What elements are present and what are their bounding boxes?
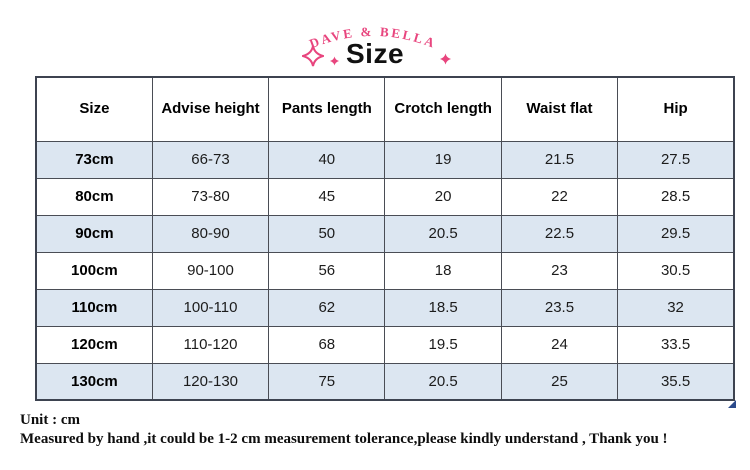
table-row: 100cm 90-100 56 18 23 30.5: [35, 251, 735, 290]
size-table: Size Advise height Pants length Crotch leng…: [35, 76, 735, 401]
size-cell: 80cm: [35, 177, 153, 216]
unit-line: Unit : cm: [20, 412, 80, 428]
value-cell: 68: [268, 325, 386, 364]
value-cell: 110-120: [151, 325, 270, 364]
value-cell: 33.5: [617, 325, 735, 364]
value-cell: 18.5: [384, 288, 502, 327]
value-cell: 25: [500, 362, 619, 401]
column-header: Advise height: [151, 76, 270, 142]
table-row: 73cm 66-73 40 19 21.5 27.5: [35, 140, 735, 179]
value-cell: 32: [617, 288, 735, 327]
value-cell: 40: [268, 140, 386, 179]
column-header: Pants length: [268, 76, 386, 142]
value-cell: 29.5: [617, 214, 735, 253]
value-cell: 24: [500, 325, 619, 364]
value-cell: 18: [384, 251, 502, 290]
value-cell: 100-110: [151, 288, 270, 327]
table-row: 120cm 110-120 68 19.5 24 33.5: [35, 325, 735, 364]
value-cell: 75: [268, 362, 386, 401]
size-table-body: 73cm 66-73 40 19 21.5 27.5 80cm 73-80 45 20 22 28.5…: [35, 140, 735, 401]
page-title: Size: [345, 38, 405, 69]
column-header: Hip: [617, 76, 735, 142]
column-header: Crotch length: [384, 76, 502, 142]
value-cell: 23.5: [500, 288, 619, 327]
sparkle-small-left-icon: [330, 56, 339, 66]
table-row: 90cm 80-90 50 20.5 22.5 29.5: [35, 214, 735, 253]
value-cell: 20: [384, 177, 502, 216]
column-header: Size: [35, 76, 153, 142]
size-table-head: Size Advise height Pants length Crotch leng…: [35, 76, 735, 142]
value-cell: 45: [268, 177, 386, 216]
brand-arc-text: DAVE & BELLA: [307, 24, 436, 51]
value-cell: 50: [268, 214, 386, 253]
value-cell: 22: [500, 177, 619, 216]
size-cell: 73cm: [35, 140, 153, 179]
size-cell: 100cm: [35, 251, 153, 290]
table-row: 110cm 100-110 62 18.5 23.5 32: [35, 288, 735, 327]
value-cell: 20.5: [384, 214, 502, 253]
value-cell: 19: [384, 140, 502, 179]
sparkle-small-right-icon: [440, 53, 451, 65]
value-cell: 120-130: [151, 362, 270, 401]
value-cell: 80-90: [151, 214, 270, 253]
value-cell: 66-73: [151, 140, 270, 179]
footer-note: Unit : cm Measured by hand ,it could be …: [20, 411, 746, 449]
value-cell: 22.5: [500, 214, 619, 253]
tolerance-line: Measured by hand ,it could be 1-2 cm mea…: [20, 431, 668, 447]
sparkle-outline-icon: [302, 45, 324, 67]
value-cell: 28.5: [617, 177, 735, 216]
value-cell: 23: [500, 251, 619, 290]
table-row: 130cm 120-130 75 20.5 25 35.5: [35, 362, 735, 401]
value-cell: 21.5: [500, 140, 619, 179]
size-cell: 120cm: [35, 325, 153, 364]
size-cell: 90cm: [35, 214, 153, 253]
value-cell: 30.5: [617, 251, 735, 290]
value-cell: 62: [268, 288, 386, 327]
fill-handle-icon: [728, 400, 736, 408]
header-row: Size Advise height Pants length Crotch leng…: [35, 76, 735, 142]
value-cell: 27.5: [617, 140, 735, 179]
table-row: 80cm 73-80 45 20 22 28.5: [35, 177, 735, 216]
value-cell: 19.5: [384, 325, 502, 364]
value-cell: 35.5: [617, 362, 735, 401]
value-cell: 20.5: [384, 362, 502, 401]
size-cell: 130cm: [35, 362, 153, 401]
value-cell: 73-80: [151, 177, 270, 216]
column-header: Waist flat: [500, 76, 619, 142]
value-cell: 56: [268, 251, 386, 290]
value-cell: 90-100: [151, 251, 270, 290]
size-cell: 110cm: [35, 288, 153, 327]
